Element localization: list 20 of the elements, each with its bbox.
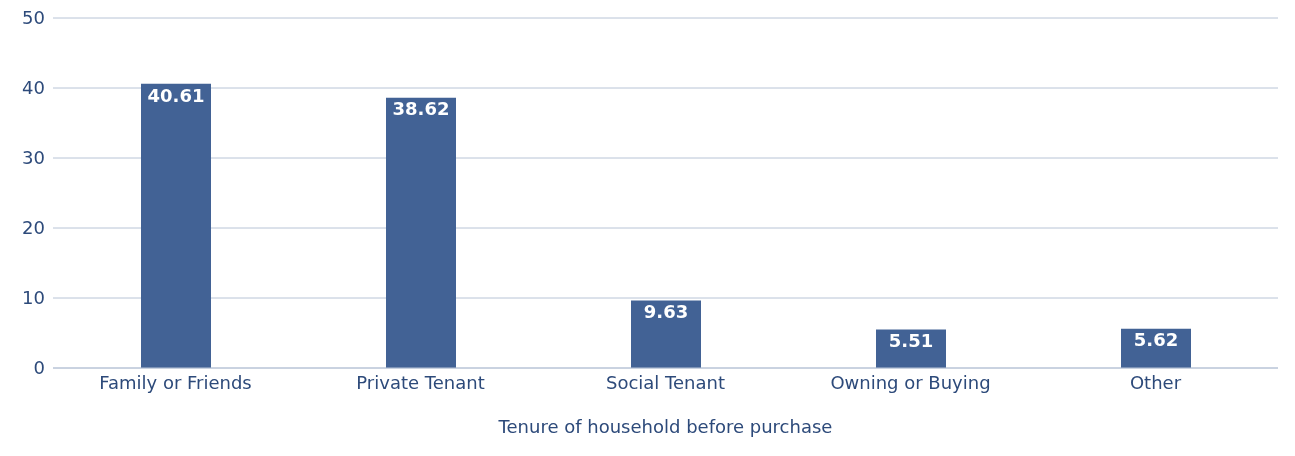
x-tick-label: Family or Friends [99,371,252,393]
x-tick-label: Social Tenant [605,371,726,393]
y-tick-label: 0 [33,357,45,379]
x-tick-label: Private Tenant [356,371,485,393]
bar [141,83,211,368]
x-tick-label: Other [1129,371,1182,393]
y-tick-label: 30 [22,147,45,169]
data-label: 9.63 [643,301,689,323]
y-tick-label: 20 [22,217,45,239]
data-label: 5.51 [888,330,934,352]
data-label: 38.62 [392,98,450,120]
y-tick-label: 10 [22,287,45,309]
bar [631,300,701,368]
data-label: 40.61 [147,84,205,106]
y-tick-label: 50 [22,7,45,29]
x-axis-title: Tenure of household before purchase [497,416,833,437]
y-tick-label: 40 [22,77,45,99]
x-tick-label: Owning or Buying [830,371,991,393]
data-label: 5.62 [1133,329,1179,351]
bar [386,97,456,368]
